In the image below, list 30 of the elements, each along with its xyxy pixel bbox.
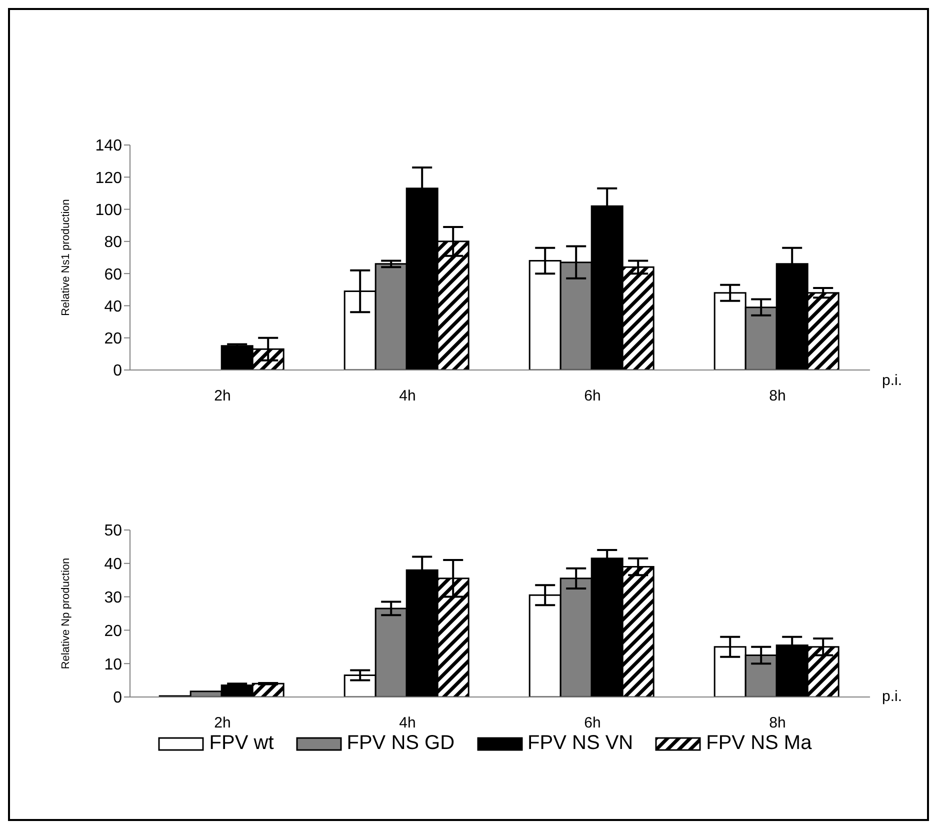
- y-tick-label: 0: [113, 362, 122, 380]
- y-tick-label: 50: [104, 522, 122, 540]
- legend-label: FPV NS GD: [346, 732, 455, 755]
- x-tick-label: 2h: [214, 714, 231, 732]
- y-tick-label: 40: [104, 556, 122, 574]
- y-tick-label: 30: [104, 589, 122, 606]
- text: p.i.: [882, 372, 902, 389]
- y-tick-label: 140: [95, 138, 122, 155]
- legend-label: FPV wt: [209, 732, 274, 755]
- x-tick-label: 4h: [399, 388, 416, 405]
- y-tick-label: 80: [104, 234, 122, 252]
- y-tick-label: 120: [95, 170, 122, 187]
- x-tick-label: 4h: [399, 714, 416, 732]
- y-axis-title: Relative Np production: [60, 558, 72, 670]
- legend-label: FPV NS Ma: [706, 732, 812, 755]
- y-tick-label: 20: [104, 622, 122, 640]
- x-tick-label: 6h: [584, 388, 601, 405]
- y-tick-label: 100: [95, 202, 122, 219]
- y-tick-label: 10: [104, 656, 122, 674]
- y-tick-label: 20: [104, 330, 122, 348]
- x-tick-label: 6h: [584, 714, 601, 732]
- y-tick-label: 60: [104, 266, 122, 284]
- y-tick-label: 0: [113, 690, 122, 707]
- x-tick-label: 2h: [214, 388, 231, 405]
- text: p.i.: [882, 688, 902, 705]
- y-tick-label: 40: [104, 298, 122, 316]
- x-tick-label: 8h: [769, 714, 786, 732]
- legend-label: FPV NS VN: [528, 732, 634, 755]
- y-axis-title: Relative Ns1 production: [60, 199, 72, 316]
- x-tick-label: 8h: [769, 388, 786, 405]
